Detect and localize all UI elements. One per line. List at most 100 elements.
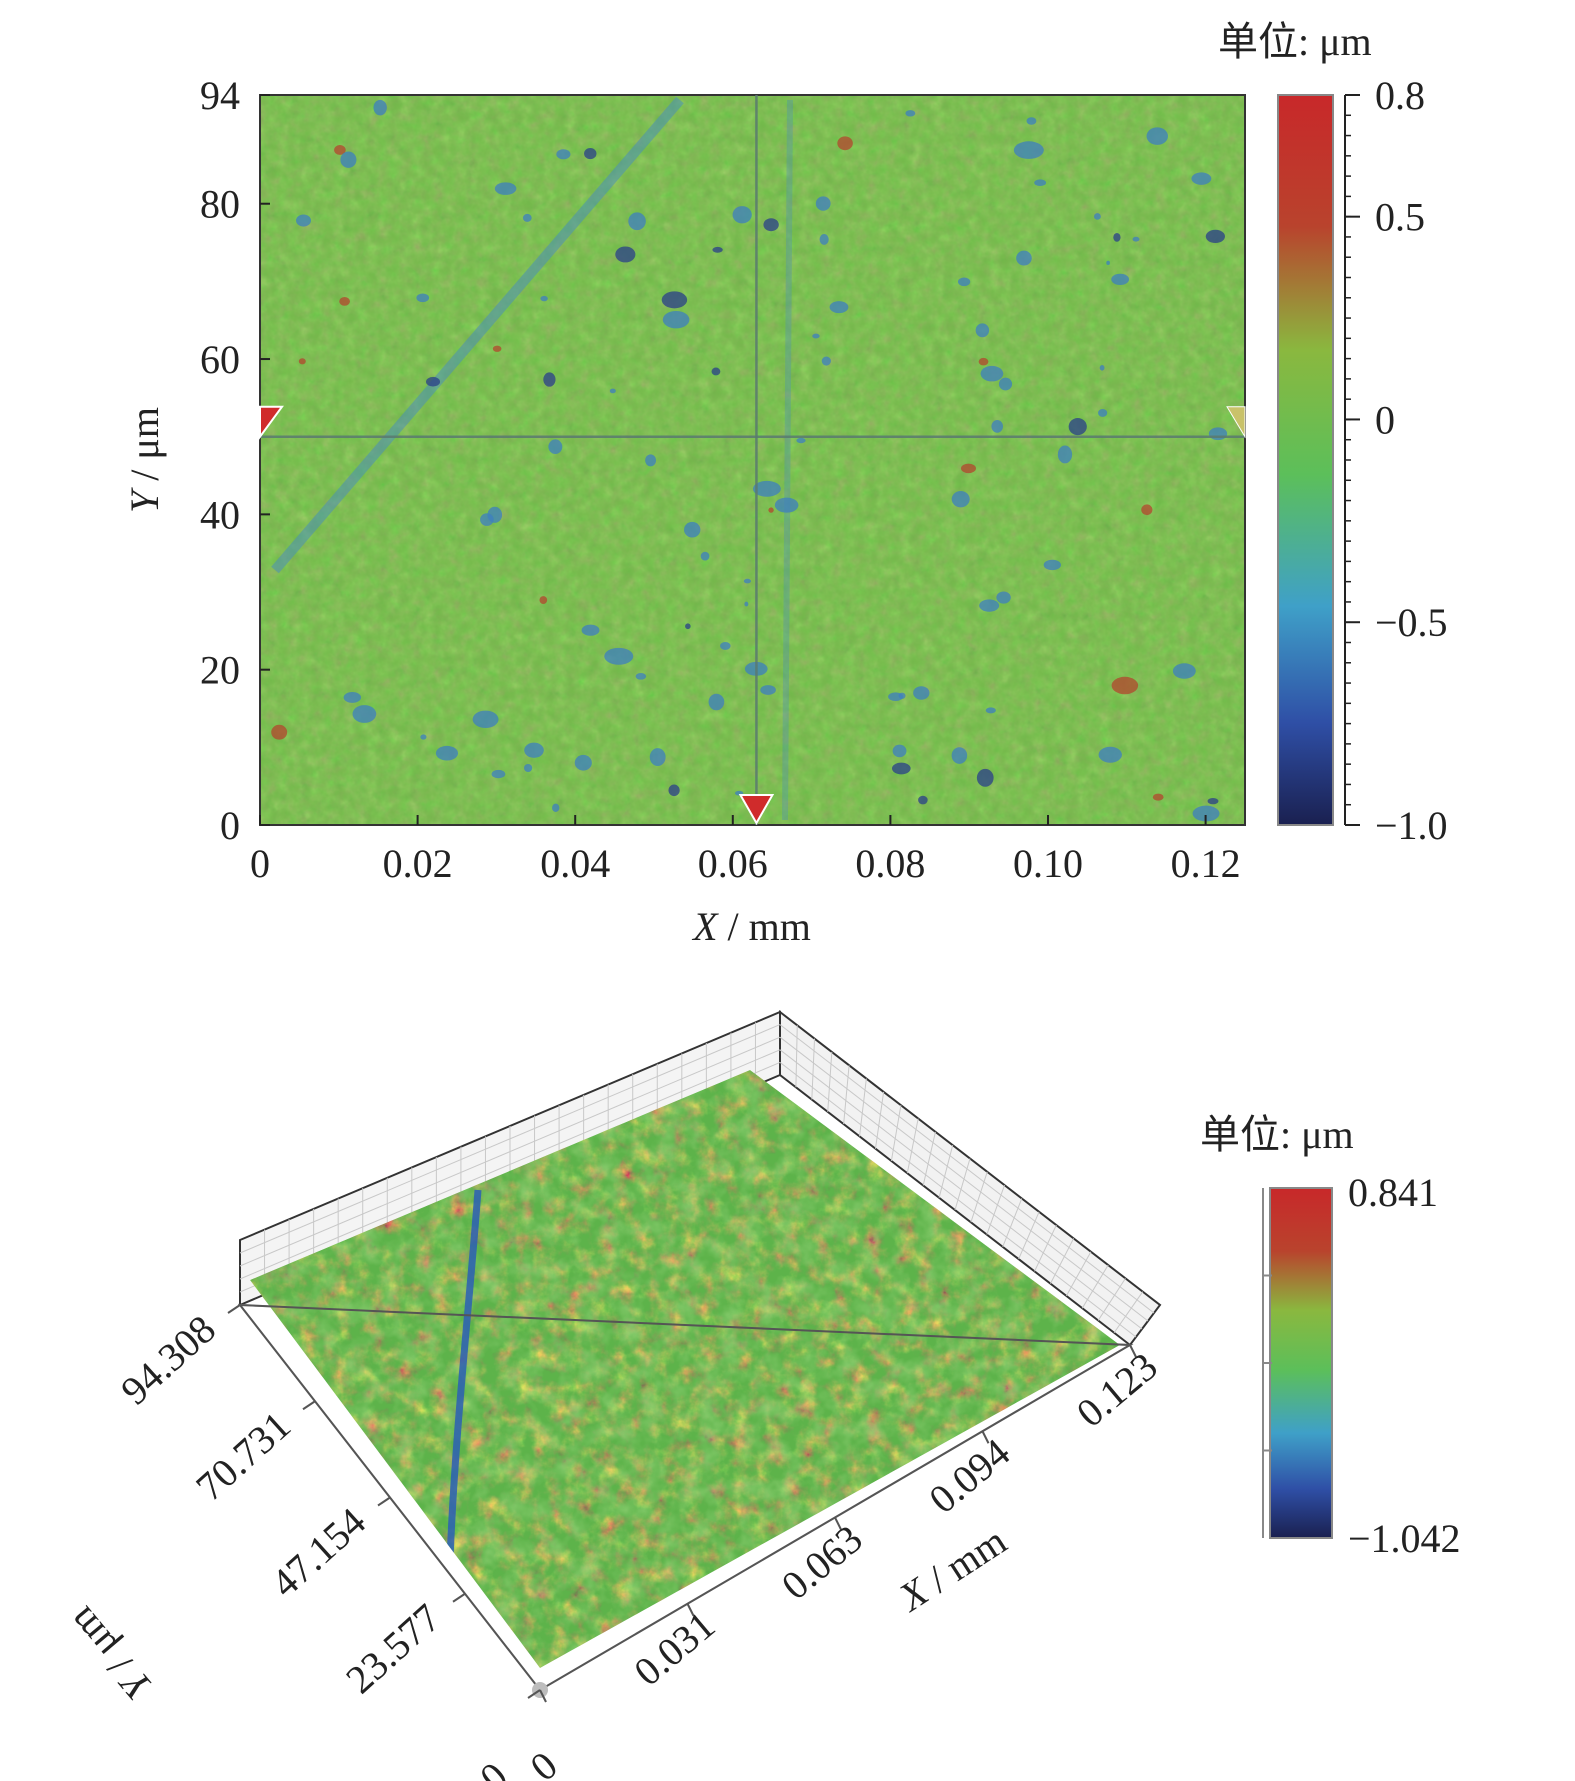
surface-pit [472, 710, 499, 729]
surface-pit [1146, 127, 1168, 145]
gridline [239, 1036, 781, 1267]
surface-pit [980, 365, 1004, 382]
surface-pit [1111, 676, 1139, 695]
surface-pit [991, 419, 1004, 433]
surface-pit [1141, 504, 1153, 516]
x-tick-label: 0.02 [383, 841, 453, 886]
crosshair-marker-bottom[interactable] [738, 794, 775, 826]
surface-pit [1207, 797, 1219, 805]
surface-pit [951, 747, 968, 764]
surface-pit [957, 277, 971, 287]
surface-pit [1068, 418, 1087, 436]
crosshair-marker-left[interactable] [259, 405, 284, 440]
colorbar-tick-label: −0.5 [1375, 600, 1448, 645]
surface-pit [1057, 445, 1073, 464]
gridline [986, 1184, 1006, 1235]
y-tick-label: 0 [471, 1753, 516, 1781]
gridline [779, 1036, 1149, 1322]
gridline [938, 1145, 954, 1198]
surface-pit [1099, 365, 1105, 371]
surface-colorbar-gradient [1269, 1187, 1333, 1539]
surface-pit [373, 99, 387, 116]
surface-pit [815, 196, 831, 211]
surface-pit [628, 212, 646, 231]
surface-pit [796, 437, 806, 444]
surface-pit [662, 311, 690, 329]
gridline [1097, 1278, 1126, 1321]
surface-pit [976, 768, 994, 787]
x-tick-mark [834, 1517, 842, 1530]
gridline [1113, 1291, 1144, 1334]
surface-pit [913, 686, 930, 700]
surface-pit [891, 762, 911, 775]
surface-pit [998, 377, 1013, 391]
surface-pit [975, 323, 990, 338]
gridline [922, 1131, 936, 1186]
surface-pit [1026, 117, 1037, 125]
gridline [779, 1049, 1143, 1330]
surface-pit [548, 439, 563, 455]
crosshair-marker-right[interactable] [1226, 406, 1246, 439]
colorbar-tick-label: 0.841 [1348, 1170, 1438, 1215]
y-tick-label: 94 [200, 73, 240, 118]
surface-pit [609, 388, 616, 394]
y-tick-label: 20 [200, 648, 240, 693]
x-tick-label: 0.08 [855, 841, 925, 886]
x-tick-mark [539, 1689, 547, 1703]
gridline [906, 1118, 919, 1174]
gridline [859, 1078, 867, 1137]
surface-pit [712, 246, 723, 253]
heatmap-x-axis: 0 0.02 0.04 0.06 0.08 0.10 0.12 [250, 815, 1241, 886]
surface-colorbar-ticks: 0.841 −1.042 [1263, 1170, 1461, 1561]
x-tick-mark [981, 1430, 990, 1444]
surface-pit [668, 784, 680, 797]
surface-pit [334, 145, 346, 155]
surface-pit [1111, 273, 1130, 285]
heatmap-texture [260, 95, 1245, 825]
surface-pit [1016, 250, 1032, 266]
surface-green-overlay [250, 1070, 1120, 1668]
surface-pit [581, 624, 600, 636]
surface-mesh [250, 1070, 1120, 1668]
gridline [239, 1049, 781, 1280]
surface-pit [711, 367, 721, 376]
surface-pit [1205, 229, 1226, 244]
surface-pit [821, 356, 831, 366]
surface-pit [829, 301, 849, 314]
surface-pit [604, 647, 634, 665]
surface-pit [905, 110, 916, 117]
gridline [1002, 1198, 1023, 1248]
gridline [843, 1065, 850, 1125]
x-tick-label: 0 [522, 1742, 566, 1781]
gridline [1065, 1251, 1092, 1297]
x-tick-label: 0.06 [698, 841, 768, 886]
surface-pit [416, 293, 430, 303]
x-tick-label: 0.04 [540, 841, 610, 886]
surface-pit [271, 724, 288, 740]
surface-pit [492, 345, 502, 352]
surface-pit [352, 705, 377, 723]
surface-pit [960, 463, 976, 474]
surface-pit [700, 551, 710, 561]
gridline [1018, 1211, 1040, 1260]
surface-pit [812, 333, 820, 339]
gridline [779, 1062, 1137, 1338]
y-tick-mark [527, 1689, 541, 1699]
gridline [795, 1025, 798, 1088]
gridline [970, 1171, 988, 1223]
heatmap-colorbar-ticks: 0.8 0.5 0 −0.5 −1.0 [1345, 73, 1448, 848]
heatmap-y-axis-label: Y / μm [122, 407, 167, 513]
surface-pit [480, 513, 494, 526]
surface-pit [951, 490, 970, 508]
colorbar-tick-label: −1.042 [1348, 1516, 1461, 1561]
surface-pit [1013, 141, 1044, 159]
gridline [1034, 1224, 1057, 1272]
surface-pit [635, 673, 647, 680]
surface-pit [524, 763, 533, 773]
surface-pit [1132, 236, 1140, 242]
surface-pit [888, 692, 904, 701]
surface-pit [491, 769, 506, 779]
surface-pit [685, 623, 691, 630]
